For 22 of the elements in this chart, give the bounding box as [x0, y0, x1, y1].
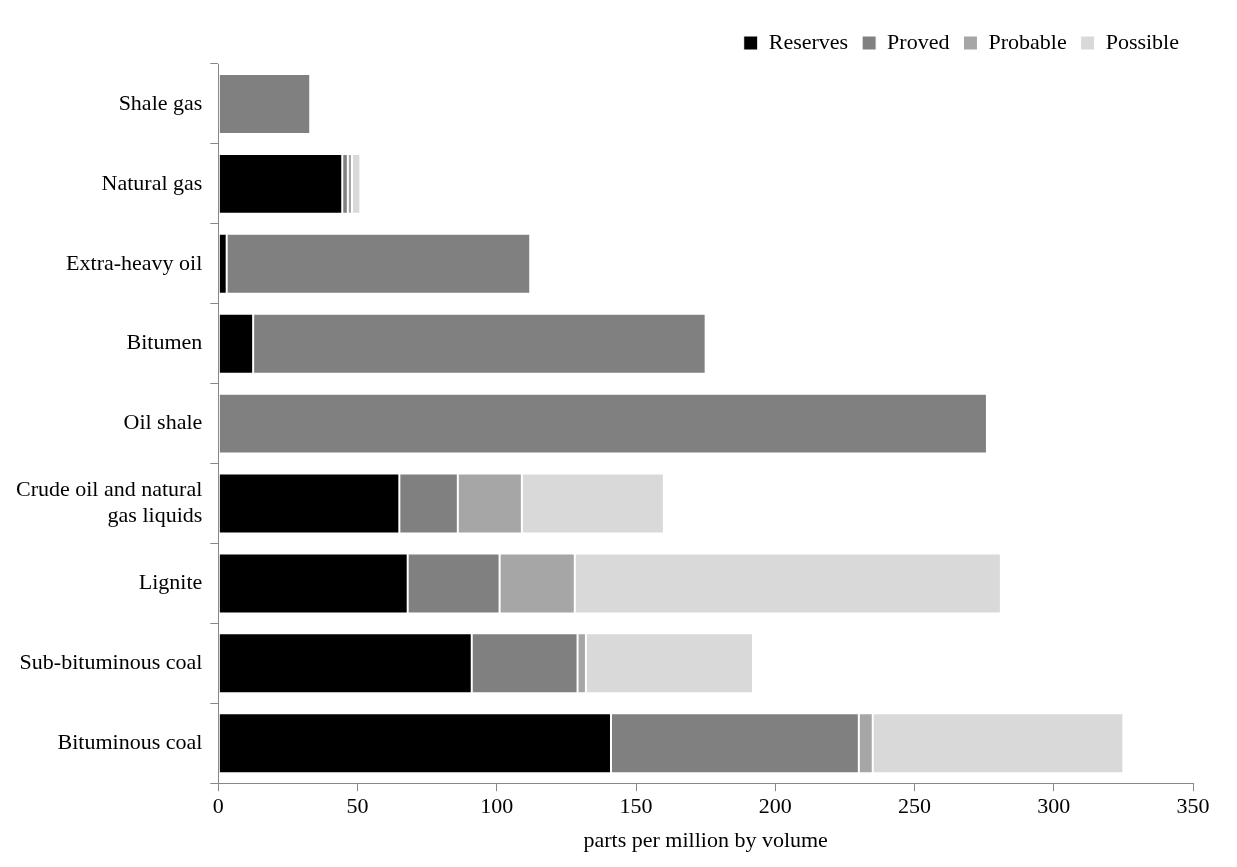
x-tick-label: 100 [480, 793, 514, 819]
x-tick-label: 250 [898, 793, 932, 819]
x-tick-label: 0 [212, 793, 224, 819]
y-tick-label: Shale gas [118, 89, 203, 115]
y-tick-label: Crude oil and natural gas liquids [15, 476, 203, 528]
legend-label: Reserves [768, 28, 849, 54]
y-tick-label: Extra-heavy oil [66, 249, 203, 275]
y-tick-label: Natural gas [101, 169, 203, 195]
legend-label: Possible [1105, 28, 1180, 54]
x-tick-label: 200 [758, 793, 792, 819]
y-tick-label: Bitumen [126, 329, 203, 355]
x-tick-label: 50 [346, 793, 369, 819]
y-tick-label: Oil shale [123, 409, 203, 435]
y-tick-label: Bituminous coal [57, 729, 203, 755]
y-tick-label: Sub-bituminous coal [19, 649, 203, 675]
x-axis-title: parts per million by volume [583, 826, 828, 852]
x-tick-label: 350 [1176, 793, 1210, 819]
x-tick-label: 300 [1037, 793, 1071, 819]
x-tick-label: 150 [619, 793, 653, 819]
legend-label: Probable [988, 28, 1067, 54]
y-tick-label: Lignite [138, 569, 203, 595]
legend-label: Proved [887, 28, 950, 54]
